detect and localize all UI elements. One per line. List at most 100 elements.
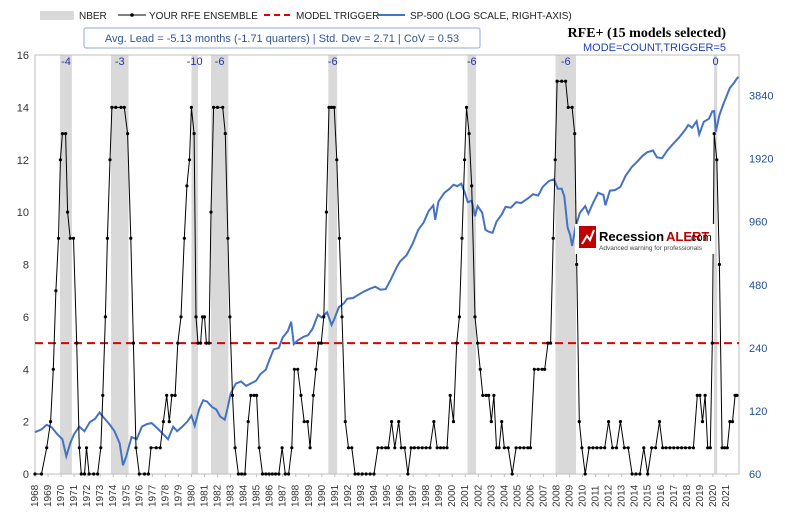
nber-band [60,55,72,474]
ensemble-point [170,393,174,397]
x-tick-label: 1984 [239,484,250,507]
logo-arrow-icon [581,229,595,245]
ensemble-point [432,420,436,424]
x-tick-label: 2001 [460,484,471,507]
ensemble-point [146,472,150,476]
ensemble-point [393,446,397,450]
x-tick-label: 1999 [434,484,445,507]
x-tick-label: 2004 [499,484,510,507]
x-tick-label: 1971 [69,484,80,507]
ensemble-point [356,472,360,476]
ensemble-point [82,472,87,476]
legend-ensemble-label: YOUR RFE ENSEMBLE [149,11,258,22]
sp500-series-line [34,76,740,466]
x-tick-label: 1987 [278,484,289,507]
x-tick-label: 2011 [591,485,602,507]
ensemble-point [292,367,296,371]
x-tick-label: 1986 [265,484,276,507]
ensemble-point [564,79,568,83]
ensemble-point [71,236,76,240]
ensemble-point [695,393,699,397]
ensemble-point [228,315,232,319]
ensemble-point [92,472,96,476]
ensemble-point [165,393,169,397]
ensemble-point [618,420,623,424]
ensemble-point [668,446,672,450]
ensemble-point [687,446,692,450]
x-tick-label: 2010 [578,484,589,507]
ensemble-point [209,210,213,214]
x-tick-label: 2014 [630,484,641,507]
ensemble-point [551,236,555,240]
ensemble-point [173,393,177,397]
ensemble-point [532,367,536,371]
ensemble-point [634,472,638,476]
ensemble-point [478,367,482,371]
ensemble-point [460,236,464,240]
legend-trigger-label: MODEL TRIGGER [296,11,379,22]
ensemble-point [591,446,595,450]
ensemble-point [580,446,584,450]
ensemble-point [438,446,443,450]
ensemble-point [570,105,574,109]
lead-label: 0 [713,56,719,68]
x-tick-label: 1975 [121,484,132,507]
ensemble-point [728,420,732,424]
ensemble-point [416,446,420,450]
ensemble-point [540,367,544,371]
ensemble-point [346,446,351,450]
ensemble-point [622,446,626,450]
ensemble-point [720,446,724,450]
ensemble-point [587,446,591,450]
ensemble-markers [33,79,739,476]
x-tick-label: 2000 [447,484,458,507]
x-tick-label: 1992 [343,484,354,507]
ensemble-point [154,446,158,450]
ensemble-point [451,420,456,424]
ensemble-point [343,420,347,424]
ensemble-point [661,446,665,450]
ensemble-point [364,472,368,476]
x-tick-label: 2018 [682,484,693,507]
ensemble-point [77,446,81,450]
ensemble-point [79,472,83,476]
ensemble-point [723,446,727,450]
ensemble-point [277,472,281,476]
ensemble-point [518,446,522,450]
lead-label: -4 [61,56,71,68]
ensemble-point [489,420,493,424]
logo-text-recession: Recession [599,229,664,244]
ensemble-point [397,420,401,424]
ensemble-point [233,446,237,450]
x-tick-label: 1990 [317,484,328,507]
ensemble-point [510,472,514,476]
ensemble-point [706,446,710,450]
legend-ensemble-marker [130,13,134,17]
ensemble-point [68,236,72,240]
ensemble-point [179,315,183,319]
ensemble-point [730,420,735,424]
x-tick-label: 1977 [147,484,158,507]
x-tick-label: 2008 [551,484,562,507]
ensemble-point [215,105,220,109]
x-tick-label: 1985 [252,484,263,507]
ensemble-point [467,132,471,136]
ensemble-point [712,132,716,136]
ensemble-point [626,446,630,450]
ensemble-point [305,420,310,424]
ensemble-point [543,367,547,371]
ensemble-point [54,289,58,293]
ensemble-point [464,105,469,109]
ensemble-point [595,446,599,450]
ensemble-point [332,105,336,109]
ensemble-point [96,472,100,476]
ensemble-point [399,446,403,450]
ensemble-point [223,132,227,136]
ensemble-point [710,341,714,345]
ensemble-point [114,105,118,109]
lead-label: -6 [215,56,225,68]
ensemble-point [698,393,702,397]
ensemble-point [657,420,662,424]
lead-label: -6 [561,56,571,68]
ensemble-point [142,472,147,476]
